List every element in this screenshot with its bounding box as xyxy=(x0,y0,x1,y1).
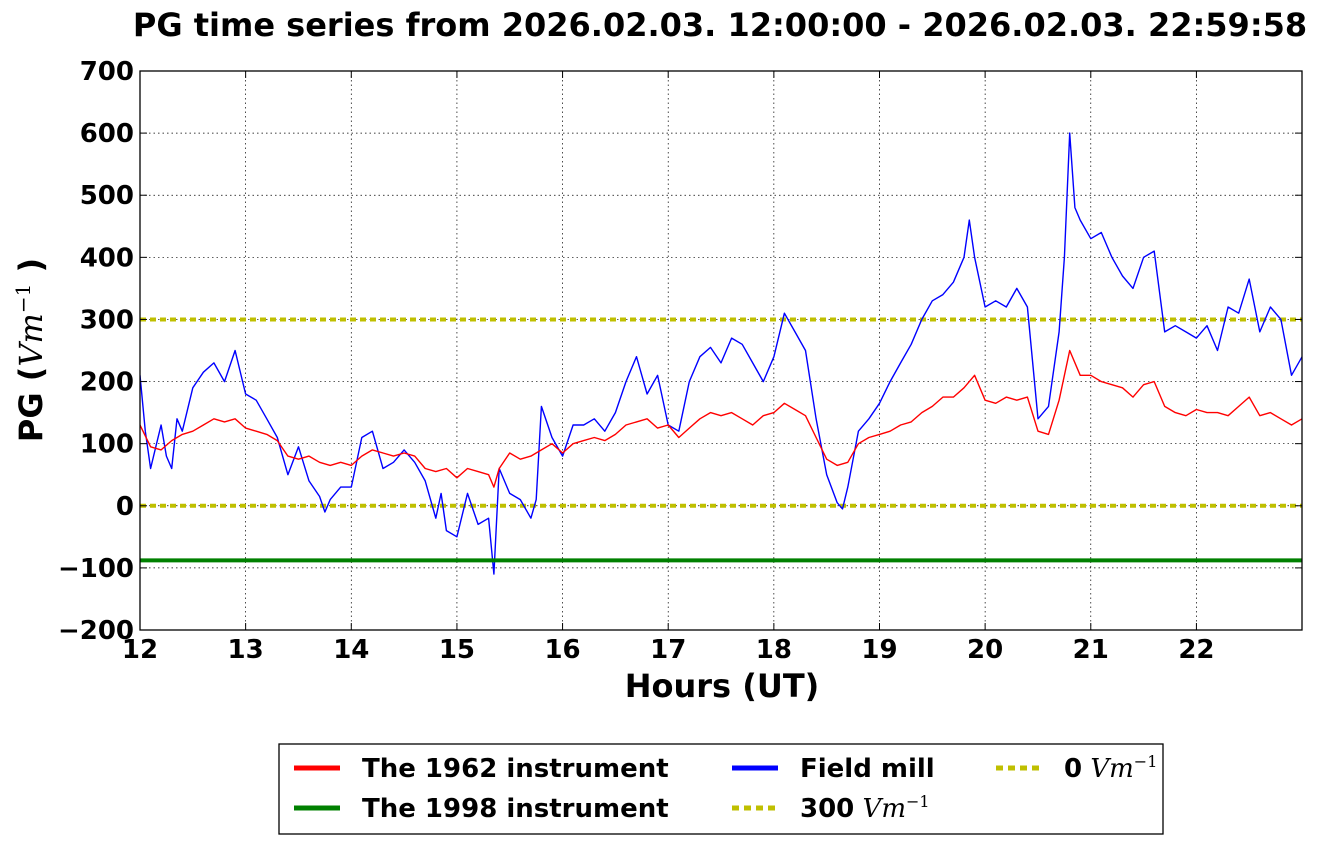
y-axis-label-exp: −1 xyxy=(11,284,35,313)
y-axis-label-unit: Vm xyxy=(12,313,50,366)
legend-label-unit: Vm xyxy=(854,794,906,824)
legend-label-text: 300 xyxy=(800,794,854,824)
x-tick-label: 15 xyxy=(439,635,475,665)
x-tick-label: 16 xyxy=(544,635,580,665)
x-tick-label: 12 xyxy=(122,635,158,665)
x-tick-label: 19 xyxy=(861,635,897,665)
series-layer xyxy=(140,132,1302,575)
y-tick-label: −200 xyxy=(58,616,134,646)
x-tick-label: 14 xyxy=(333,635,369,665)
x-tick-label: 13 xyxy=(228,635,264,665)
series-the-1962-instrument xyxy=(140,349,1302,488)
legend-label-exp: −1 xyxy=(1134,752,1158,771)
x-tick-label: 17 xyxy=(650,635,686,665)
legend-label: 0 Vm−1 xyxy=(1064,752,1157,784)
legend-label: The 1998 instrument xyxy=(362,794,669,824)
chart-title: PG time series from 2026.02.03. 12:00:00… xyxy=(133,6,1307,44)
legend-label-text: Field mill xyxy=(800,754,935,784)
plot-frame xyxy=(139,70,1303,631)
legend-label: 300 Vm−1 xyxy=(800,792,930,824)
y-axis-label: PG (Vm−1 ) xyxy=(11,258,50,442)
y-axis-label-suffix: ) xyxy=(12,258,50,284)
y-tick-label: 200 xyxy=(80,368,134,398)
y-tick-label: 0 xyxy=(116,492,134,522)
grid-lines xyxy=(139,70,1302,631)
legend-label-text: 0 xyxy=(1064,754,1082,784)
legend-label-exp: −1 xyxy=(906,792,930,811)
y-tick-label: 300 xyxy=(80,305,134,335)
x-tick-label: 20 xyxy=(967,635,1003,665)
y-tick-label: 400 xyxy=(80,243,134,273)
y-tick-label: 100 xyxy=(80,430,134,460)
y-tick-label: 500 xyxy=(80,181,134,211)
legend-label-text: The 1998 instrument xyxy=(362,794,669,824)
legend-label: The 1962 instrument xyxy=(362,754,669,784)
y-tick-label: 600 xyxy=(80,119,134,149)
x-axis-label: Hours (UT) xyxy=(625,667,820,705)
legend-label: Field mill xyxy=(800,754,935,784)
legend-box xyxy=(278,743,1164,835)
legend-label-unit: Vm xyxy=(1082,754,1134,784)
y-axis-label-prefix: PG ( xyxy=(12,367,50,442)
axis-ticks: 12 13 14 15 16 17 18 19 20 21 22 −200 −100 0 100 200 300… xyxy=(58,57,1302,665)
y-tick-label: −100 xyxy=(58,554,134,584)
legend-label-text: The 1962 instrument xyxy=(362,754,669,784)
x-tick-label: 22 xyxy=(1178,635,1214,665)
series-field-mill xyxy=(140,132,1302,575)
y-tick-label: 700 xyxy=(80,57,134,87)
legend: The 1962 instrument The 1998 instrument Fi… xyxy=(278,743,1164,835)
x-tick-label: 18 xyxy=(756,635,792,665)
x-tick-label: 21 xyxy=(1073,635,1109,665)
